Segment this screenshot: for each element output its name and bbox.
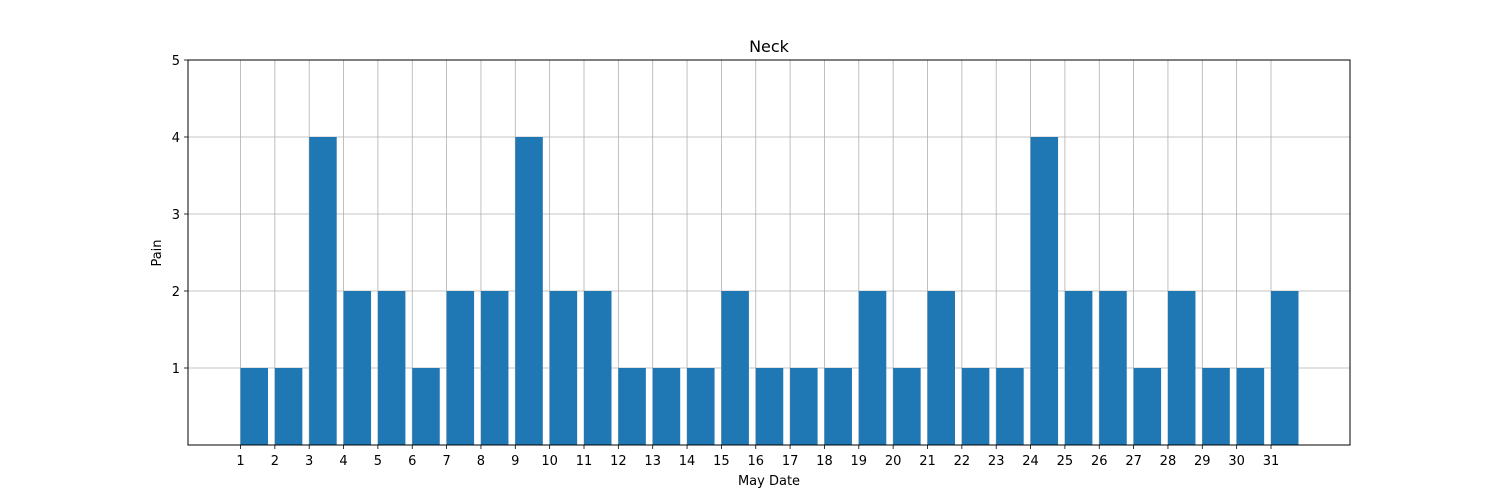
x-tick-label: 3 — [305, 454, 313, 469]
bar-may-13 — [652, 368, 681, 445]
bar-may-25 — [1064, 291, 1093, 445]
plot-frame — [187, 59, 1351, 446]
x-tick-label: 24 — [1022, 454, 1039, 469]
x-tick-label: 25 — [1057, 454, 1074, 469]
bar-may-15 — [721, 291, 749, 445]
x-tick-label: 18 — [816, 454, 833, 469]
bars — [240, 137, 1299, 445]
x-tick-label: 19 — [851, 454, 868, 469]
x-tick-label: 2 — [271, 454, 279, 469]
bar-may-19 — [858, 291, 887, 445]
x-tick-label: 6 — [408, 454, 416, 469]
bar-may-12 — [618, 368, 646, 445]
bar-may-9 — [515, 137, 543, 445]
x-tick-label: 13 — [644, 454, 661, 469]
bar-may-29 — [1202, 368, 1230, 445]
y-tick-label: 2 — [172, 285, 180, 300]
x-tick-label: 1 — [236, 454, 244, 469]
bar-may-6 — [412, 368, 440, 445]
x-tick-label: 8 — [477, 454, 485, 469]
bar-may-2 — [274, 368, 303, 445]
bar-may-10 — [549, 291, 578, 445]
x-tick-label: 21 — [919, 454, 936, 469]
x-tick-label: 4 — [339, 454, 347, 469]
bar-may-14 — [687, 368, 715, 445]
chart-title: Neck — [749, 37, 790, 56]
bar-may-21 — [927, 291, 955, 445]
bar-may-4 — [343, 291, 372, 445]
x-axis-ticks: 1 2 3 4 5 6 7 8 9 10 11 12 13 14 15 16 17 18 19 20 21 22 23 24 2… — [236, 445, 1279, 469]
x-tick-label: 15 — [713, 454, 730, 469]
x-tick-label: 30 — [1228, 454, 1245, 469]
x-tick-label: 10 — [541, 454, 558, 469]
x-tick-label: 28 — [1160, 454, 1177, 469]
bar-may-20 — [893, 368, 921, 445]
x-tick-label: 29 — [1194, 454, 1211, 469]
x-tick-label: 9 — [511, 454, 519, 469]
bar-may-28 — [1167, 291, 1196, 445]
bar-may-23 — [996, 368, 1024, 445]
x-tick-label: 23 — [988, 454, 1005, 469]
x-tick-label: 12 — [610, 454, 627, 469]
bar-may-18 — [824, 368, 852, 445]
y-tick-label: 5 — [172, 54, 180, 69]
y-tick-label: 3 — [172, 208, 180, 223]
bar-may-5 — [377, 291, 406, 445]
x-tick-label: 31 — [1263, 454, 1280, 469]
bar-may-17 — [790, 368, 818, 445]
x-tick-label: 7 — [442, 454, 450, 469]
bar-may-8 — [480, 291, 509, 445]
bar-may-24 — [1030, 137, 1059, 445]
x-tick-label: 16 — [747, 454, 764, 469]
x-tick-label: 20 — [885, 454, 902, 469]
bar-may-3 — [309, 137, 337, 445]
bar-may-11 — [584, 291, 612, 445]
bar-may-27 — [1133, 368, 1162, 445]
x-tick-label: 26 — [1091, 454, 1108, 469]
bar-may-1 — [240, 368, 268, 445]
bar-may-7 — [446, 291, 475, 445]
y-tick-label: 4 — [172, 131, 180, 146]
bar-may-30 — [1236, 368, 1265, 445]
bar-may-31 — [1271, 291, 1299, 445]
bar-may-22 — [961, 368, 990, 445]
bar-may-16 — [755, 368, 784, 445]
x-tick-label: 17 — [782, 454, 799, 469]
x-tick-label: 11 — [576, 454, 593, 469]
y-axis-label: Pain — [150, 239, 165, 266]
y-tick-label: 1 — [172, 362, 180, 377]
bar-may-26 — [1099, 291, 1127, 445]
x-tick-label: 5 — [374, 454, 382, 469]
x-axis-label: May Date — [738, 474, 800, 489]
x-tick-label: 27 — [1125, 454, 1142, 469]
x-tick-label: 22 — [954, 454, 971, 469]
x-tick-label: 14 — [679, 454, 696, 469]
y-axis-ticks: 1 2 3 4 5 — [172, 54, 188, 377]
